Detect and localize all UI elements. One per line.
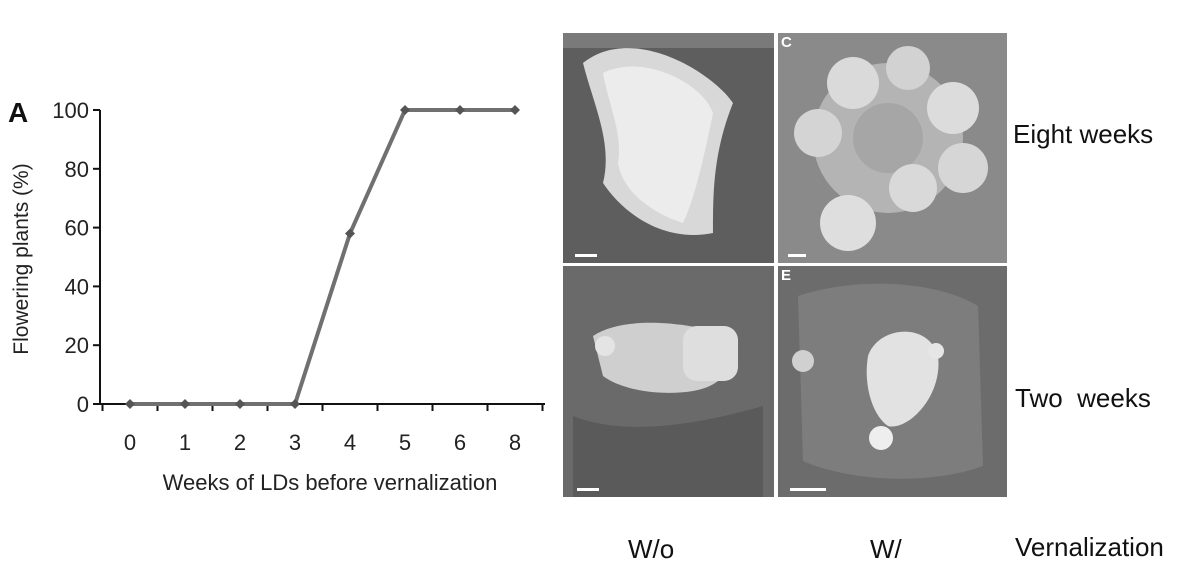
x-tick-label: 8 — [509, 430, 521, 455]
x-tick-label: 0 — [124, 430, 136, 455]
row-label-eight-weeks: Eight weeks — [1013, 119, 1154, 149]
vernalization-label: Vernalization — [1015, 532, 1164, 562]
data-point — [345, 228, 355, 239]
column-label-without: W/o — [628, 534, 675, 564]
data-point — [290, 399, 300, 409]
series-polyline — [130, 108, 515, 406]
data-point — [400, 105, 410, 115]
micrograph-eight-weeks-without — [563, 33, 774, 263]
x-tick-label: 1 — [179, 430, 191, 455]
x-axis-label: Weeks of LDs before vernalization — [163, 470, 498, 495]
y-tick-label: 80 — [65, 157, 89, 182]
x-tick-label: 3 — [289, 430, 301, 455]
y-axis: 0 20 40 60 80 100 — [52, 98, 101, 417]
micrograph-two-weeks-without — [563, 266, 774, 497]
x-tick-label: 4 — [344, 430, 356, 455]
data-point — [455, 105, 465, 115]
data-point — [180, 399, 190, 409]
panel-letter-c: C — [781, 34, 792, 51]
y-tick-label: 60 — [65, 216, 89, 241]
x-tick-label: 6 — [454, 430, 466, 455]
data-point — [125, 399, 135, 409]
panel-letter-e: E — [781, 267, 792, 284]
series-line — [125, 105, 520, 409]
flowering-line-chart: A 0 20 40 60 80 100 0 1 2 3 4 5 6 8 Flowering plants… — [8, 97, 545, 495]
micrograph-two-weeks-with: E — [778, 266, 1007, 497]
panel-label: A — [8, 97, 28, 128]
y-tick-label: 100 — [52, 98, 89, 123]
row-label-two-weeks: Two weeks — [1015, 383, 1151, 413]
scale-bar — [790, 488, 826, 491]
y-tick-label: 20 — [65, 333, 89, 358]
x-tick-label: 5 — [399, 430, 411, 455]
x-tick-label: 2 — [234, 430, 246, 455]
column-label-with: W/ — [870, 534, 902, 564]
micrograph-eight-weeks-with: C — [778, 33, 1007, 263]
data-point — [510, 105, 520, 115]
x-axis: 0 1 2 3 4 5 6 8 — [100, 403, 545, 455]
scale-bar — [788, 254, 806, 257]
y-axis-label: Flowering plants (%) — [10, 163, 33, 354]
y-tick-label: 0 — [77, 392, 89, 417]
scale-bar — [577, 488, 599, 491]
y-tick-label: 40 — [65, 274, 89, 299]
scale-bar — [575, 254, 597, 257]
data-point — [235, 399, 245, 409]
